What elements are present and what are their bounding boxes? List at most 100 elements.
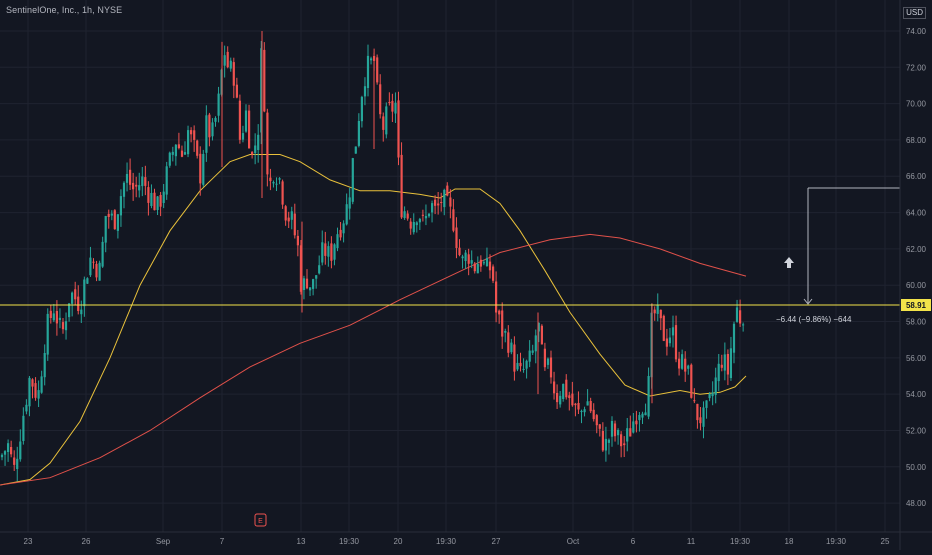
x-tick-label: 11: [687, 537, 696, 546]
candle-body: [696, 403, 699, 421]
candle-body: [665, 338, 668, 347]
x-tick-label: 7: [220, 537, 225, 546]
candle-body: [403, 211, 406, 218]
candle-body: [119, 196, 122, 216]
candle-body: [693, 400, 696, 402]
candle-body: [516, 362, 519, 370]
candle-body: [92, 261, 95, 263]
candle-body: [632, 421, 635, 433]
candle-body: [723, 354, 726, 371]
x-tick-label: Oct: [567, 537, 580, 546]
candle-body: [174, 144, 177, 157]
candle-body: [159, 195, 162, 207]
candle-body: [135, 184, 138, 187]
candle-body: [574, 403, 577, 406]
currency-badge[interactable]: USD: [903, 7, 926, 19]
candle-body: [492, 266, 495, 281]
candle-body: [702, 407, 705, 427]
candle-body: [183, 152, 187, 155]
candle-body: [19, 441, 22, 460]
candle-body: [626, 428, 629, 442]
candle-body: [248, 110, 251, 149]
candle-body: [647, 376, 650, 417]
candle-body: [330, 243, 333, 261]
candle-body: [25, 404, 28, 412]
candle-body: [49, 310, 52, 318]
x-tick-label: Sep: [156, 537, 171, 546]
x-tick-label: 18: [785, 537, 794, 546]
candle-body: [342, 223, 345, 234]
candle-body: [272, 182, 275, 184]
candle-body: [211, 122, 214, 137]
candle-body: [495, 281, 498, 313]
candle-body: [461, 256, 464, 259]
candle-body: [678, 358, 681, 369]
y-tick-label: 72.00: [906, 63, 927, 72]
candle-body: [83, 279, 86, 307]
candle-body: [293, 213, 296, 236]
y-tick-label: 56.00: [906, 354, 927, 363]
candle-body: [290, 211, 293, 220]
candle-body: [37, 390, 40, 399]
ma-line-2: [0, 233, 747, 486]
candle-body: [735, 307, 739, 322]
candle-body: [168, 152, 171, 166]
candle-body: [360, 96, 363, 122]
x-tick-label: 19:30: [730, 537, 751, 546]
candle-body: [705, 400, 708, 408]
moving-averages: [0, 154, 747, 486]
candle-body: [388, 102, 391, 103]
candle-body: [348, 197, 351, 209]
candle-body: [321, 242, 324, 263]
candle-body: [110, 213, 113, 216]
candle-body: [214, 117, 217, 122]
candle-body: [391, 100, 394, 112]
candle-body: [720, 364, 723, 368]
x-tick-label: 19:30: [436, 537, 457, 546]
candle-body: [177, 144, 180, 149]
candle-body: [80, 309, 83, 315]
candle-body: [571, 393, 574, 406]
x-tick-label: 26: [82, 537, 91, 546]
candle-body: [284, 206, 287, 221]
candle-body: [101, 241, 104, 267]
candle-body: [525, 360, 528, 369]
candle-body: [662, 315, 665, 341]
candle-body: [229, 60, 232, 69]
candle-body: [122, 182, 126, 197]
y-tick-label: 74.00: [906, 27, 927, 36]
candle-body: [424, 216, 428, 219]
candle-body: [46, 313, 49, 355]
x-tick-label: 13: [297, 537, 306, 546]
candle-body: [690, 364, 693, 398]
candle-body: [467, 254, 470, 264]
candle-body: [556, 393, 559, 403]
candle-body: [226, 51, 229, 68]
candle-body: [653, 309, 656, 314]
candle-body: [28, 377, 31, 407]
candle-body: [537, 322, 540, 332]
candle-body: [681, 354, 684, 369]
candle-body: [644, 412, 647, 416]
candle-body: [638, 415, 641, 421]
x-tick-label: 25: [881, 537, 890, 546]
candle-body: [656, 305, 659, 314]
candle-body: [318, 265, 321, 274]
candle-body: [309, 287, 312, 291]
candle-body: [376, 57, 379, 83]
x-tick-label: 20: [394, 537, 403, 546]
candle-body: [144, 177, 147, 186]
candle-body: [604, 438, 607, 451]
candle-body: [205, 115, 208, 153]
candle-body: [479, 259, 482, 267]
candle-body: [153, 192, 156, 211]
candle-body: [116, 214, 119, 231]
candle-body: [254, 145, 257, 153]
candle-body: [699, 417, 702, 424]
candle-body: [595, 415, 598, 426]
y-tick-label: 62.00: [906, 245, 927, 254]
candle-body: [470, 260, 473, 264]
candle-body: [418, 218, 421, 223]
